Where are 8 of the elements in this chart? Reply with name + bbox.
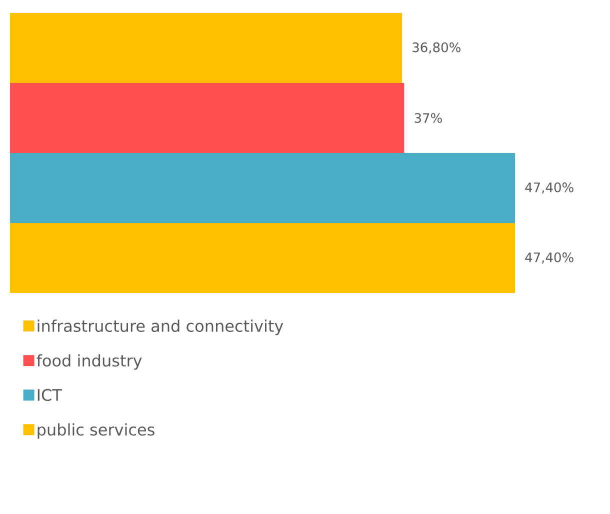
data-label: 47,40% (525, 252, 574, 264)
legend-label: food industry (36, 354, 142, 370)
data-label: 47,40% (525, 182, 574, 194)
data-label: 36,80% (412, 42, 460, 54)
legend-label: infrastructure and connectivity (38, 320, 284, 336)
data-label: 37% (414, 113, 442, 123)
legend-label: public services (38, 423, 154, 439)
legend-label: ICT (38, 388, 62, 402)
